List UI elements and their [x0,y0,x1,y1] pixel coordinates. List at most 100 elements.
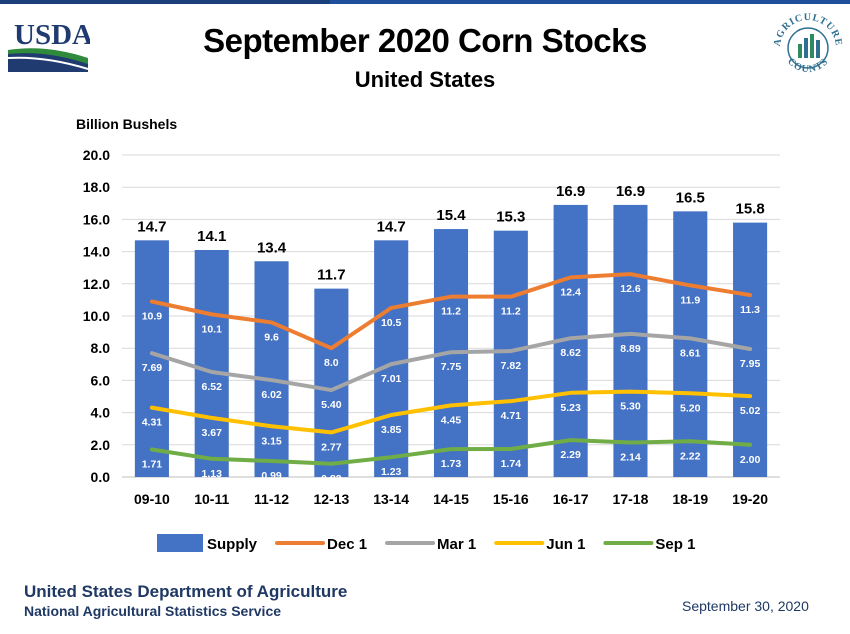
bar-supply [254,261,289,477]
bar-supply [314,288,349,477]
footer-date: September 30, 2020 [682,598,809,614]
data-label-jun1: 5.30 [620,401,641,413]
data-label-mar1: 7.75 [441,361,462,373]
data-label-dec1: 11.3 [740,304,760,316]
data-label-sep1: 1.71 [142,458,163,470]
data-label-jun1: 3.15 [261,435,282,447]
bar-supply [613,204,648,477]
data-label-sep1: 0.82 [321,473,342,485]
data-label-mar1: 8.61 [680,347,701,359]
data-label-mar1: 7.69 [142,362,163,374]
bar-value-label: 16.5 [676,189,705,206]
legend-label-jun1: Jun 1 [546,536,585,553]
data-label-sep1: 2.14 [620,452,641,464]
legend-label-supply: Supply [207,536,258,553]
line-dec1 [149,272,753,351]
badge-bar-2 [804,38,808,58]
x-tick-label: 11-12 [254,491,289,507]
usda-logo-text: USDA [14,19,90,51]
x-tick-label: 13-14 [373,491,409,507]
data-label-mar1: 6.52 [202,381,223,393]
data-label-jun1: 3.85 [381,424,402,436]
data-label-dec1: 8.0 [324,357,339,369]
data-label-mar1: 8.89 [620,343,641,355]
data-label-jun1: 2.77 [321,441,342,453]
data-label-dec1: 12.6 [620,283,641,295]
chart-subtitle: United States [354,67,496,92]
data-label-dec1: 9.6 [264,331,279,343]
data-label-jun1: 4.45 [441,414,462,426]
legend-swatch-supply [157,534,203,552]
data-label-dec1: 11.2 [501,306,521,318]
x-tick-label: 14-15 [433,491,469,507]
y-tick-label: 14.0 [83,244,110,260]
y-tick-label: 10.0 [83,308,110,324]
badge-bar-1 [798,44,802,58]
y-tick-label: 4.0 [91,405,111,421]
usda-logo-field-stripe [7,56,89,70]
x-tick-label: 10-11 [194,491,229,507]
line-sep1 [149,438,753,466]
bar-supply [374,240,409,477]
x-tick-label: 12-13 [313,491,349,507]
badge-bar-4 [816,40,820,58]
badge-bar-3 [810,34,814,58]
bar-value-label: 11.7 [317,267,345,284]
data-label-dec1: 10.1 [202,323,223,335]
data-label-mar1: 7.82 [501,360,522,372]
footer-organization: United States Department of Agriculture [24,582,348,601]
y-tick-label: 0.0 [91,469,111,485]
top-rule [0,0,850,4]
legend-label-dec1: Dec 1 [327,536,367,553]
data-label-jun1: 3.67 [202,427,223,439]
x-tick-label: 18-19 [672,491,708,507]
agriculture-counts-badge: AGRICULTURE COUNTS [772,12,843,75]
data-label-sep1: 2.29 [560,449,581,461]
bar-value-label: 16.9 [556,183,585,200]
data-label-jun1: 5.02 [740,405,761,417]
data-label-jun1: 4.71 [501,410,522,422]
data-label-mar1: 7.95 [740,358,761,370]
top-rule-accent [0,0,330,4]
bar-value-label: 14.7 [377,218,406,235]
bar-value-label: 13.4 [257,239,287,256]
data-label-mar1: 6.02 [261,389,282,401]
data-label-sep1: 1.74 [501,458,522,470]
data-label-mar1: 5.40 [321,399,342,411]
footer-agency: National Agricultural Statistics Service [24,603,282,619]
usda-logo: USDA [7,19,90,72]
legend-label-mar1: Mar 1 [437,536,476,553]
data-label-jun1: 4.31 [142,417,163,429]
data-label-mar1: 8.62 [560,347,581,359]
line-mar1 [149,331,753,393]
line-jun1 [149,389,753,435]
y-tick-label: 18.0 [83,179,110,195]
bar-value-label: 14.1 [197,228,226,245]
data-label-dec1: 11.9 [680,294,700,306]
bar-value-label: 15.4 [436,207,466,224]
y-tick-label: 6.0 [91,372,111,388]
x-tick-label: 16-17 [553,491,589,507]
y-tick-label: 12.0 [83,276,110,292]
data-label-sep1: 1.73 [441,458,462,470]
bar-supply [493,230,528,477]
data-label-sep1: 1.13 [202,468,223,480]
bar-value-label: 16.9 [616,183,645,200]
y-tick-label: 8.0 [91,340,111,356]
bar-value-label: 15.8 [735,201,764,218]
y-tick-label: 20.0 [83,147,110,163]
data-label-sep1: 0.99 [261,470,282,482]
data-label-jun1: 5.20 [680,402,701,414]
y-axis-label: Billion Bushels [76,116,178,132]
data-label-sep1: 1.23 [381,466,402,478]
data-label-sep1: 2.00 [740,454,761,466]
bar-supply [194,249,229,477]
data-label-dec1: 11.2 [441,306,461,318]
y-tick-label: 2.0 [91,437,111,453]
data-label-mar1: 7.01 [381,373,402,385]
data-label-jun1: 5.23 [560,402,581,414]
bar-supply [673,211,708,477]
data-label-sep1: 2.22 [680,450,701,462]
x-tick-label: 09-10 [134,491,170,507]
